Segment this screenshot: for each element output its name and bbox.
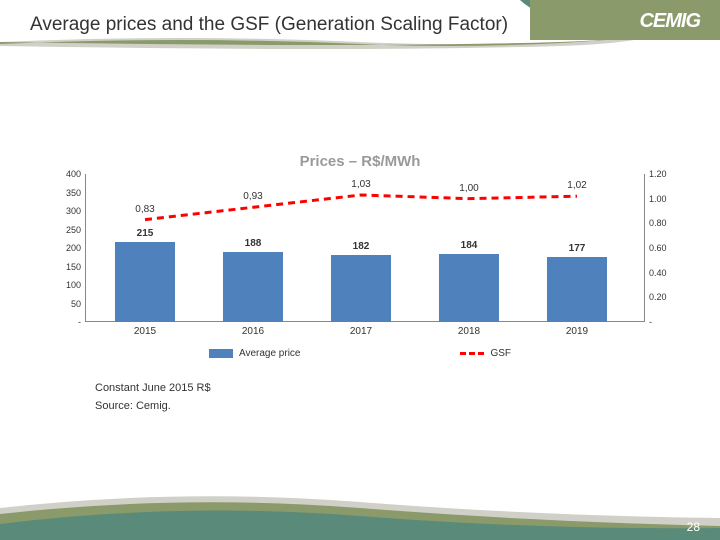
x-tick-label: 2018: [444, 326, 494, 337]
y-right-tick: 0.40: [649, 268, 677, 278]
y-left-tick: 150: [57, 262, 81, 272]
y-left-tick: 400: [57, 169, 81, 179]
legend-label-line: GSF: [490, 348, 511, 359]
y-left-tick: 300: [57, 206, 81, 216]
y-left-tick: 200: [57, 243, 81, 253]
y-left-tick: 100: [57, 280, 81, 290]
x-tick-label: 2019: [552, 326, 602, 337]
page-number: 28: [687, 520, 700, 534]
legend-item-line: GSF: [460, 348, 511, 359]
page-title: Average prices and the GSF (Generation S…: [30, 14, 508, 36]
chart-title: Prices – R$/MWh: [0, 153, 720, 170]
y-left-tick: 50: [57, 299, 81, 309]
x-tick-label: 2015: [120, 326, 170, 337]
combo-chart: -50100150200250300350400-0.200.400.600.8…: [85, 174, 645, 322]
legend-item-bar: Average price: [209, 348, 301, 359]
y-left-tick: 250: [57, 225, 81, 235]
cemig-logo: CEMIG: [639, 10, 700, 33]
y-left-tick: -: [57, 317, 81, 327]
y-left-tick: 350: [57, 188, 81, 198]
y-right-tick: 1.00: [649, 194, 677, 204]
footer-wave: [0, 480, 720, 540]
chart-legend: Average price GSF: [0, 348, 720, 359]
y-right-tick: 0.60: [649, 243, 677, 253]
x-tick-label: 2016: [228, 326, 278, 337]
y-right-tick: 1.20: [649, 169, 677, 179]
footnote-1: Constant June 2015 R$: [95, 382, 211, 394]
x-tick-label: 2017: [336, 326, 386, 337]
gsf-line: [145, 195, 577, 220]
legend-label-bar: Average price: [239, 348, 301, 359]
y-right-tick: 0.20: [649, 292, 677, 302]
y-right-tick: -: [649, 317, 677, 327]
y-right-tick: 0.80: [649, 218, 677, 228]
footnote-2: Source: Cemig.: [95, 400, 171, 412]
